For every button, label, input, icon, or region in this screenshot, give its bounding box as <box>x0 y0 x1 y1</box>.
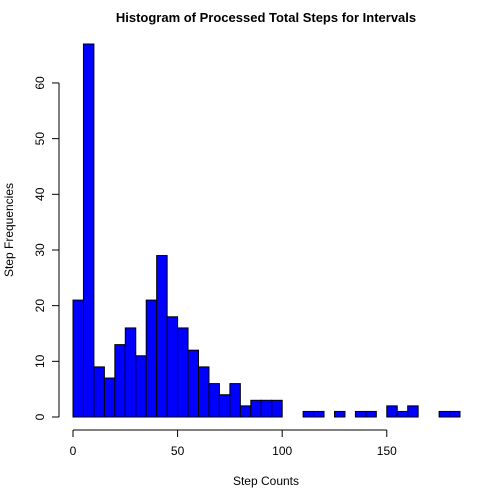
y-tick-label: 30 <box>33 243 47 257</box>
bars-group <box>72 43 461 418</box>
histogram-bar <box>239 405 252 418</box>
histogram-bar <box>407 405 419 418</box>
histogram-bar <box>260 399 273 418</box>
histogram-bar <box>250 399 262 418</box>
histogram-bar <box>386 405 398 418</box>
y-tick-label: 20 <box>33 299 47 313</box>
histogram-bar <box>313 410 325 418</box>
histogram-bar <box>218 394 231 418</box>
y-tick-label: 0 <box>33 413 47 420</box>
x-tick-label: 100 <box>272 444 292 458</box>
histogram-bar <box>365 410 377 418</box>
histogram-bar <box>198 366 210 418</box>
histogram-bar <box>187 349 200 418</box>
histogram-bar <box>93 366 105 418</box>
y-axis: 0 10 20 30 40 50 60 <box>33 76 60 420</box>
histogram-bar <box>208 383 220 418</box>
histogram-bar <box>145 299 158 418</box>
histogram-bar <box>449 410 461 418</box>
x-tick-label: 0 <box>70 444 77 458</box>
histogram-bar <box>82 43 95 418</box>
x-tick-label: 50 <box>171 444 185 458</box>
y-tick-label: 50 <box>33 132 47 146</box>
histogram-bar <box>438 410 451 418</box>
histogram-bar <box>333 410 346 418</box>
histogram-bar <box>72 299 84 418</box>
histogram-bar <box>156 255 168 418</box>
chart-title: Histogram of Processed Total Steps for I… <box>116 10 416 25</box>
x-axis-label: Step Counts <box>233 474 299 488</box>
histogram-bar <box>103 377 116 418</box>
histogram-bar <box>396 410 409 418</box>
histogram-bar <box>135 355 147 418</box>
y-axis-label: Step Frequencies <box>2 183 16 277</box>
histogram-bar <box>354 410 367 418</box>
y-tick-label: 10 <box>33 354 47 368</box>
y-tick-label: 40 <box>33 187 47 201</box>
histogram-bar <box>302 410 315 418</box>
x-tick-label: 150 <box>377 444 397 458</box>
histogram-bar <box>229 383 241 418</box>
histogram-bar <box>166 316 179 418</box>
histogram-bar <box>271 399 283 418</box>
y-tick-label: 60 <box>33 76 47 90</box>
x-axis: 0 50 100 150 <box>70 429 397 458</box>
histogram-bar <box>124 327 137 418</box>
histogram-bar <box>177 327 189 418</box>
histogram-bar <box>114 344 126 418</box>
